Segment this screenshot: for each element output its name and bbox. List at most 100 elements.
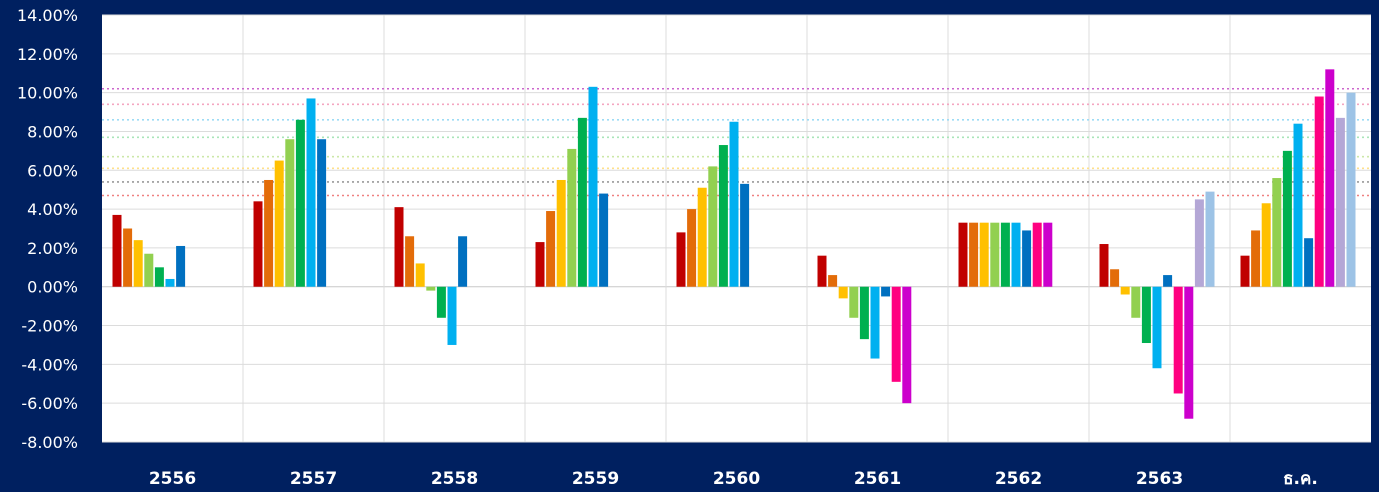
- bar: [447, 286, 457, 345]
- bar: [828, 275, 838, 287]
- bar: [405, 236, 415, 287]
- bar: [687, 209, 697, 287]
- bar: [176, 245, 186, 287]
- x-tick-label: 2558: [431, 469, 478, 489]
- bar: [1346, 92, 1356, 287]
- bar: [1000, 222, 1010, 287]
- bar: [415, 263, 425, 287]
- bar: [133, 240, 143, 287]
- bar: [165, 278, 175, 287]
- bar: [1022, 230, 1032, 287]
- bar: [577, 117, 587, 287]
- bar: [1335, 117, 1345, 287]
- y-tick-label: 14.00%: [17, 6, 78, 25]
- bar: [1110, 269, 1120, 287]
- y-tick-label: -8.00%: [21, 433, 78, 452]
- bar: [285, 139, 295, 287]
- bar: [891, 286, 901, 382]
- x-tick-label: 2563: [1136, 469, 1183, 489]
- bar: [1120, 286, 1130, 295]
- bar: [154, 267, 164, 287]
- x-tick-label: 2562: [995, 469, 1042, 489]
- bar: [817, 255, 827, 287]
- bar: [1011, 222, 1021, 287]
- y-tick-label: -6.00%: [21, 394, 78, 413]
- bar: [1282, 150, 1292, 287]
- bar: [729, 121, 739, 287]
- bar: [144, 253, 154, 287]
- bar: [567, 148, 577, 287]
- y-tick-label: 10.00%: [17, 84, 78, 103]
- bar: [123, 228, 133, 287]
- bar: [1272, 178, 1282, 287]
- y-tick-label: 2.00%: [27, 239, 78, 258]
- bar: [740, 183, 750, 287]
- bar: [1099, 244, 1109, 287]
- bar: [458, 236, 468, 287]
- y-tick-label: 12.00%: [17, 45, 78, 64]
- bar: [979, 222, 989, 287]
- bar: [1043, 222, 1053, 287]
- bar: [902, 286, 912, 404]
- bar: [426, 286, 436, 291]
- bar: [436, 286, 446, 318]
- bar: [859, 286, 869, 340]
- bar: [1163, 275, 1173, 287]
- bar: [1251, 230, 1261, 287]
- bar: [958, 222, 968, 287]
- bar: [1032, 222, 1042, 287]
- x-tick-label: 2560: [713, 469, 760, 489]
- bar: [556, 179, 566, 287]
- x-tick-label: 2557: [290, 469, 337, 489]
- x-tick-label: 2559: [572, 469, 619, 489]
- bars: [112, 69, 1356, 419]
- bar: [718, 145, 728, 287]
- bar: [588, 86, 598, 287]
- bar: [881, 286, 891, 297]
- bar: [1314, 96, 1324, 287]
- bar: [990, 222, 1000, 287]
- bar: [1194, 199, 1204, 287]
- y-tick-label: 0.00%: [27, 278, 78, 297]
- bar: [676, 232, 686, 287]
- bar: [1205, 191, 1215, 287]
- bar: [1325, 69, 1335, 287]
- bar: [1141, 286, 1151, 344]
- bar: [112, 214, 122, 287]
- bar: [264, 179, 274, 287]
- bar: [1173, 286, 1183, 394]
- bar: [1184, 286, 1194, 419]
- bar: [295, 119, 305, 287]
- y-tick-label: -4.00%: [21, 355, 78, 374]
- bar: [535, 242, 545, 287]
- bar: [1293, 123, 1303, 287]
- bar: [849, 286, 859, 318]
- bar: [1131, 286, 1141, 318]
- bar: [253, 201, 263, 287]
- bar: [969, 222, 979, 287]
- bar: [838, 286, 848, 299]
- bar: [697, 187, 707, 287]
- bar: [1152, 286, 1162, 369]
- x-tick-label: 2556: [149, 469, 196, 489]
- x-tick-label: 2561: [854, 469, 901, 489]
- y-tick-label: 4.00%: [27, 200, 78, 219]
- x-axis-tick-labels: 2556 2557 2558 2559 2560 2561 2562 2563 ธ.ค.: [149, 469, 1318, 489]
- bar: [1261, 203, 1271, 287]
- bar: [394, 207, 404, 287]
- y-axis-tick-labels: 14.00% 12.00% 10.00% 8.00% 6.00% 4.00% 2.00% 0.…: [17, 6, 78, 452]
- bar: [317, 139, 327, 287]
- bar: [708, 166, 718, 287]
- bar: [1304, 238, 1314, 287]
- bar: [306, 98, 316, 287]
- x-tick-label: ธ.ค.: [1283, 469, 1318, 489]
- y-tick-label: 8.00%: [27, 122, 78, 141]
- bar: [870, 286, 880, 359]
- bar: [546, 211, 556, 287]
- y-tick-label: 6.00%: [27, 161, 78, 180]
- bar: [599, 193, 609, 287]
- y-tick-label: -2.00%: [21, 317, 78, 336]
- bar: [274, 160, 284, 287]
- bar: [1240, 255, 1250, 287]
